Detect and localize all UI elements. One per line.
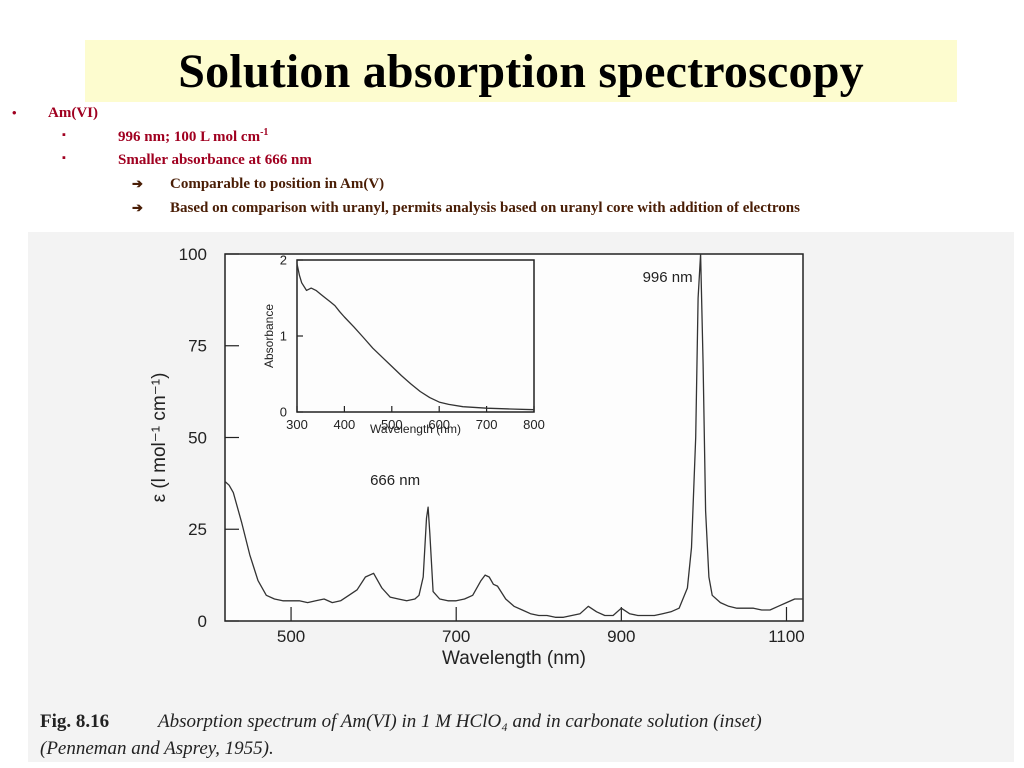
inset-spectrum-line bbox=[296, 263, 535, 411]
sub-bullet-marker: ▪ bbox=[62, 152, 66, 164]
sub-sub-bullet-uranyl: Based on comparison with uranyl, permits… bbox=[170, 200, 800, 216]
main-x-tick-label: 700 bbox=[442, 627, 470, 646]
main-spectrum-line bbox=[224, 253, 803, 618]
sub-bullet-marker: ▪ bbox=[62, 129, 66, 141]
bullet-marker: • bbox=[12, 105, 17, 120]
inset-plot-frame bbox=[296, 259, 535, 413]
inset-x-tick-label: 700 bbox=[476, 417, 498, 432]
sub-bullet-666nm: Smaller absorbance at 666 nm bbox=[118, 152, 312, 168]
inset-y-tick-label: 0 bbox=[280, 405, 287, 420]
arrow-icon: ➔ bbox=[132, 200, 143, 215]
main-y-axis-label: ε (l mol⁻¹ cm⁻¹) bbox=[149, 373, 170, 503]
main-peak-annotation: 996 nm bbox=[643, 269, 693, 286]
inset-x-tick-label: 600 bbox=[428, 417, 450, 432]
inset-x-tick-label: 400 bbox=[334, 417, 356, 432]
bullet-am-vi: Am(VI) bbox=[48, 105, 98, 121]
main-x-tick-label: 900 bbox=[607, 627, 635, 646]
inset-x-tick-label: 300 bbox=[286, 417, 308, 432]
inset-carbonate-chart: 0 1 2 300 400 500 600 700 800 Wavelength (nm) Abso… bbox=[262, 253, 545, 436]
slide-title: Solution absorption spectroscopy bbox=[178, 44, 864, 98]
figure-caption: Fig. 8.16 Absorption spectrum of Am(VI) i… bbox=[40, 711, 762, 759]
main-peak-annotation: 666 nm bbox=[370, 472, 420, 489]
inset-y-axis-label: Absorbance bbox=[262, 304, 276, 368]
caption-label: Fig. 8.16 bbox=[40, 711, 109, 732]
main-y-tick-label: 25 bbox=[188, 520, 207, 539]
main-x-tick-label: 1100 bbox=[768, 627, 805, 646]
sub-bullet-996nm-text: 996 nm; 100 L mol cm bbox=[118, 129, 261, 145]
main-y-tick-label: 50 bbox=[188, 428, 207, 447]
inset-y-tick-label: 2 bbox=[280, 253, 287, 268]
caption-text-line1: Absorption spectrum of Am(VI) in 1 M HCl… bbox=[156, 711, 762, 732]
arrow-icon: ➔ bbox=[132, 176, 143, 191]
sub-bullet-996nm: 996 nm; 100 L mol cm-1 bbox=[118, 127, 269, 146]
main-y-tick-label: 0 bbox=[198, 612, 207, 631]
inset-x-tick-label: 500 bbox=[381, 417, 403, 432]
main-x-axis-label: Wavelength (nm) bbox=[442, 648, 586, 669]
main-x-tick-label: 500 bbox=[277, 627, 305, 646]
main-y-tick-label: 75 bbox=[188, 337, 207, 356]
inset-y-tick-label: 1 bbox=[280, 329, 287, 344]
title-banner: Solution absorption spectroscopy bbox=[85, 40, 957, 102]
caption-text-line2: (Penneman and Asprey, 1955). bbox=[40, 738, 274, 759]
inset-x-axis-label: Wavelength (nm) bbox=[370, 422, 461, 436]
inset-x-tick-label: 800 bbox=[523, 417, 545, 432]
main-y-tick-label: 100 bbox=[179, 245, 207, 264]
sub-sub-bullet-am-v: Comparable to position in Am(V) bbox=[170, 176, 385, 192]
sub-bullet-996nm-sup: -1 bbox=[260, 127, 269, 138]
